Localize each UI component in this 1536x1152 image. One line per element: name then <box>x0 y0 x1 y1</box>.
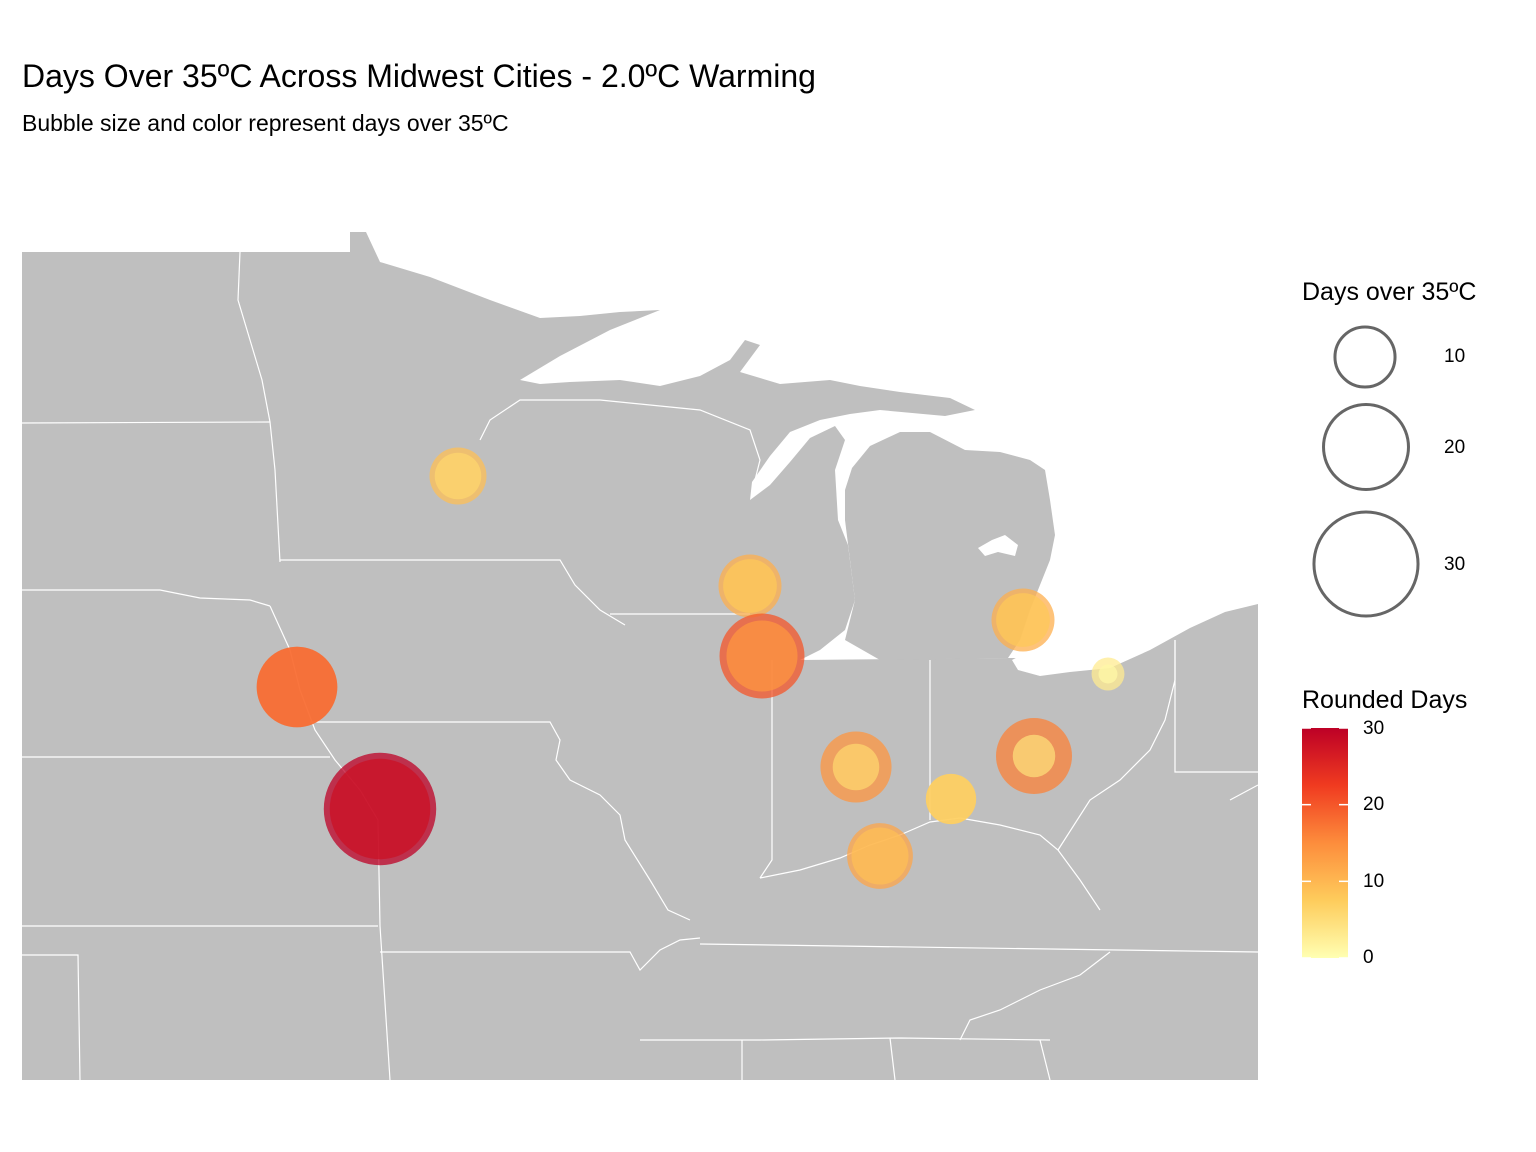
size-legend-circle <box>1322 403 1410 491</box>
color-legend-label-30: 30 <box>1363 718 1385 739</box>
size-legend-label-30: 30 <box>1444 554 1466 575</box>
saginaw-bay <box>978 535 1018 556</box>
city-bubble-inner <box>851 827 909 885</box>
size-legend-circle <box>1333 325 1397 389</box>
color-legend-label-10: 10 <box>1363 871 1385 892</box>
city-bubble-inner <box>832 743 880 791</box>
city-bubble-inner <box>726 620 798 692</box>
color-legend-title: Rounded Days <box>1302 686 1468 714</box>
chart-subtitle: Bubble size and color represent days ove… <box>22 110 509 136</box>
size-legend <box>1312 325 1420 618</box>
lake-erie <box>1012 580 1258 676</box>
color-legend-label-20: 20 <box>1363 794 1385 815</box>
size-legend-label-10: 10 <box>1444 346 1466 367</box>
city-bubble-inner <box>256 646 338 728</box>
color-legend-label-0: 0 <box>1363 947 1374 968</box>
size-legend-title: Days over 35ºC <box>1302 278 1477 306</box>
city-bubble-inner <box>996 593 1050 647</box>
state-borders <box>22 251 1258 1080</box>
size-legend-label-20: 20 <box>1444 437 1466 458</box>
city-bubble-inner <box>1098 664 1118 684</box>
size-legend-circle <box>1312 510 1420 618</box>
city-bubble-inner <box>925 773 977 825</box>
city-bubble-inner <box>434 452 482 500</box>
land-area <box>22 232 1258 1080</box>
city-bubbles <box>256 447 1125 889</box>
city-bubble-inner <box>1012 734 1056 778</box>
color-legend <box>1302 727 1348 959</box>
city-bubble-inner <box>723 559 777 613</box>
city-bubble-inner <box>329 758 431 860</box>
color-scale-bar <box>1302 728 1348 958</box>
chart-title: Days Over 35ºC Across Midwest Cities - 2… <box>22 58 816 94</box>
